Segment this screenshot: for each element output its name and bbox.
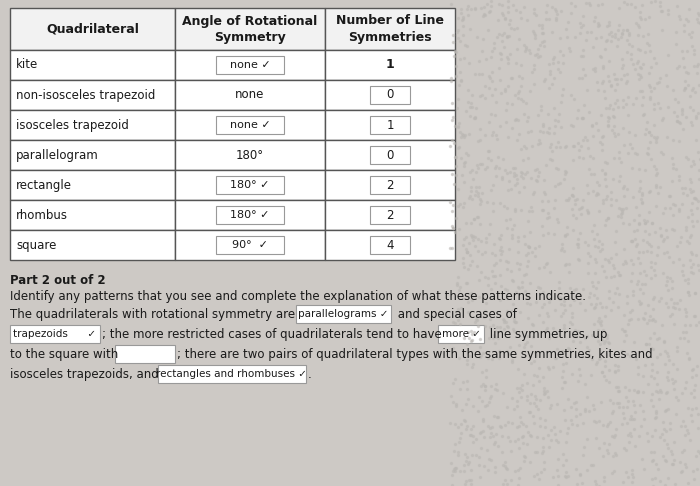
Text: kite: kite [16, 58, 38, 71]
Text: 0: 0 [386, 149, 393, 161]
Bar [175, 50, 325, 80]
Bar [158, 365, 306, 383]
Text: rectangle: rectangle [16, 178, 72, 191]
Bar [325, 170, 455, 200]
Text: none ✓: none ✓ [230, 60, 270, 70]
Bar [175, 80, 325, 110]
Bar [325, 140, 455, 170]
Bar [216, 116, 284, 134]
Bar [216, 236, 284, 254]
Text: 180° ✓: 180° ✓ [230, 210, 270, 220]
Bar [175, 8, 325, 50]
Text: Number of Line
Symmetries: Number of Line Symmetries [336, 15, 444, 44]
Text: 1: 1 [386, 58, 394, 71]
Text: line symmetries, up: line symmetries, up [486, 328, 608, 341]
Bar [10, 110, 175, 140]
Text: 2: 2 [386, 178, 393, 191]
Text: to the square with: to the square with [10, 347, 122, 361]
Text: isosceles trapezoids, and: isosceles trapezoids, and [10, 367, 162, 381]
Bar [10, 170, 175, 200]
Text: 0: 0 [386, 88, 393, 102]
Text: 180°: 180° [236, 149, 264, 161]
Bar [370, 86, 410, 104]
Text: parallelogram: parallelogram [16, 149, 99, 161]
Text: none ✓: none ✓ [230, 120, 270, 130]
Text: and special cases of: and special cases of [394, 308, 517, 320]
Bar [325, 110, 455, 140]
Text: square: square [16, 239, 57, 251]
Bar [325, 8, 455, 50]
Bar [325, 230, 455, 260]
Text: 90°  ✓: 90° ✓ [232, 240, 268, 250]
Bar [10, 8, 175, 50]
Text: trapezoids      ✓: trapezoids ✓ [13, 329, 97, 339]
Bar [175, 170, 325, 200]
Bar [370, 206, 410, 224]
Bar [10, 200, 175, 230]
Bar [115, 345, 175, 363]
Text: none: none [235, 88, 265, 102]
Bar [10, 50, 175, 80]
Bar [10, 80, 175, 110]
Text: ; the more restricted cases of quadrilaterals tend to have: ; the more restricted cases of quadrilat… [102, 328, 445, 341]
Bar [296, 305, 391, 323]
Bar [216, 176, 284, 194]
Text: Angle of Rotational
Symmetry: Angle of Rotational Symmetry [183, 15, 318, 44]
Bar [438, 325, 484, 343]
Bar [370, 176, 410, 194]
Bar [216, 56, 284, 74]
Bar [175, 140, 325, 170]
Text: rectangles and rhombuses ✓: rectangles and rhombuses ✓ [157, 369, 307, 379]
Bar [10, 140, 175, 170]
Bar [175, 230, 325, 260]
Text: 2: 2 [386, 208, 393, 222]
Bar [370, 116, 410, 134]
Text: 1: 1 [386, 119, 393, 132]
Text: .: . [308, 367, 312, 381]
Bar [10, 325, 100, 343]
Text: The quadrilaterals with rotational symmetry are: The quadrilaterals with rotational symme… [10, 308, 299, 320]
Text: ; there are two pairs of quadrilateral types with the same symmetries, kites and: ; there are two pairs of quadrilateral t… [177, 347, 652, 361]
Text: non-isosceles trapezoid: non-isosceles trapezoid [16, 88, 155, 102]
Bar [370, 236, 410, 254]
Bar [325, 50, 455, 80]
Text: isosceles trapezoid: isosceles trapezoid [16, 119, 129, 132]
Bar [370, 146, 410, 164]
Bar [325, 80, 455, 110]
Text: 180° ✓: 180° ✓ [230, 180, 270, 190]
Text: more ✓: more ✓ [442, 329, 480, 339]
Bar [175, 200, 325, 230]
Bar [216, 206, 284, 224]
Text: parallelograms ✓: parallelograms ✓ [298, 309, 388, 319]
Text: 4: 4 [386, 239, 393, 251]
Bar [325, 200, 455, 230]
Text: Part 2 out of 2: Part 2 out of 2 [10, 274, 106, 287]
Bar [10, 230, 175, 260]
Text: rhombus: rhombus [16, 208, 68, 222]
Text: Identify any patterns that you see and complete the explanation of what these pa: Identify any patterns that you see and c… [10, 290, 586, 303]
Bar [175, 110, 325, 140]
Text: Quadrilateral: Quadrilateral [46, 22, 139, 35]
